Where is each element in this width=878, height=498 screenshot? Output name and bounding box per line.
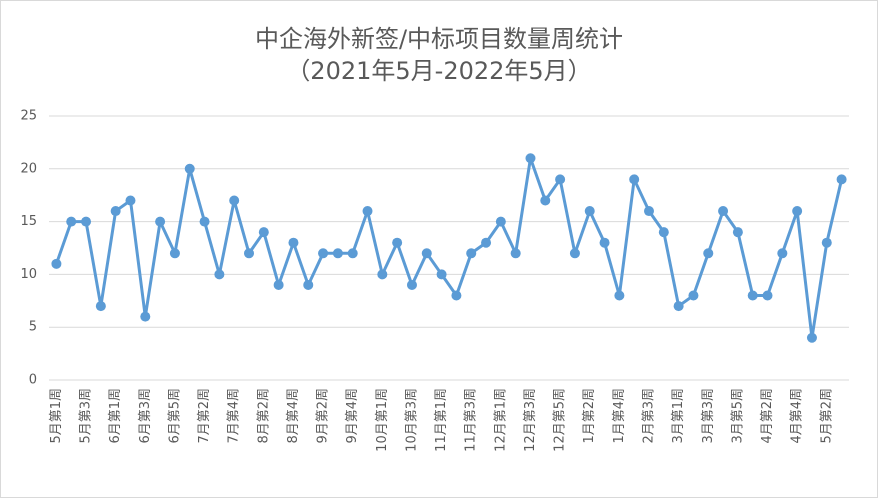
data-point [777, 248, 788, 259]
data-point [436, 269, 447, 280]
data-point [347, 248, 358, 259]
data-point [214, 269, 225, 280]
x-tick-label: 11月第1周 [434, 388, 449, 452]
data-point [688, 290, 699, 301]
data-point [51, 258, 62, 269]
x-tick-label: 10月第3周 [404, 388, 419, 452]
data-point [199, 216, 210, 227]
data-point [599, 237, 610, 248]
y-tick-label: 20 [20, 161, 37, 176]
data-point [332, 248, 343, 259]
x-tick-label: 9月第2周 [316, 388, 331, 444]
data-point [169, 248, 180, 259]
data-point [481, 237, 492, 248]
x-tick-label: 12月第5周 [553, 388, 568, 452]
data-point [155, 216, 166, 227]
x-tick-label: 8月第4周 [286, 388, 301, 444]
data-point [584, 206, 595, 217]
data-point [303, 279, 314, 290]
x-tick-label: 7月第2周 [197, 388, 212, 444]
data-point [703, 248, 714, 259]
x-tick-label: 5月第3周 [79, 388, 94, 444]
data-point [747, 290, 758, 301]
x-tick-label: 6月第3周 [138, 388, 153, 444]
data-point [658, 227, 669, 238]
x-tick-label: 9月第4周 [345, 388, 360, 444]
data-point [673, 301, 684, 312]
data-point [555, 174, 566, 185]
data-point [421, 248, 432, 259]
x-tick-label: 5月第2周 [819, 388, 834, 444]
chart-subtitle: （2021年5月-2022年5月） [286, 57, 591, 85]
y-tick-label: 5 [29, 320, 37, 335]
data-point [140, 311, 151, 322]
data-point [644, 206, 654, 217]
x-tick-label: 12月第3周 [523, 388, 538, 452]
x-tick-label: 1月第4周 [612, 388, 627, 444]
data-point [258, 227, 269, 238]
data-point [510, 248, 521, 259]
y-tick-label: 15 [20, 214, 37, 229]
x-tick-label: 11月第3周 [464, 388, 479, 452]
data-point [184, 163, 195, 174]
x-tick-label: 3月第3周 [701, 388, 716, 444]
y-tick-label: 10 [20, 267, 37, 282]
x-tick-label: 6月第5周 [167, 388, 182, 444]
data-point [288, 237, 299, 248]
x-tick-label: 4月第4周 [790, 388, 805, 444]
chart-title: 中企海外新签/中标项目数量周统计 [255, 25, 623, 53]
data-point [762, 290, 773, 301]
x-tick-label: 5月第1周 [49, 388, 64, 444]
data-point [406, 279, 417, 290]
data-point [451, 290, 462, 301]
data-point [125, 195, 136, 206]
data-point [66, 216, 77, 227]
data-point [95, 301, 106, 312]
x-tick-label: 3月第1周 [671, 388, 686, 444]
data-point [525, 153, 536, 164]
data-point [540, 195, 551, 206]
x-tick-label: 7月第4周 [227, 388, 242, 444]
data-point [377, 269, 388, 280]
x-tick-label: 6月第1周 [108, 388, 123, 444]
data-point [836, 174, 847, 185]
data-point [821, 237, 832, 248]
x-tick-label: 1月第2周 [582, 388, 597, 444]
y-tick-label: 25 [20, 109, 37, 124]
x-tick-label: 10月第1周 [375, 388, 390, 452]
x-tick-label: 2月第3周 [642, 388, 657, 444]
data-point [718, 206, 729, 217]
data-point [318, 248, 329, 259]
data-point [362, 206, 373, 217]
data-point [614, 290, 625, 301]
data-point [273, 279, 284, 290]
data-point [229, 195, 240, 206]
x-tick-label: 8月第2周 [256, 388, 271, 444]
data-point [569, 248, 580, 259]
data-point [392, 237, 403, 248]
data-point [495, 216, 506, 227]
data-point [81, 216, 92, 227]
x-tick-label: 3月第5周 [730, 388, 745, 444]
data-point [732, 227, 743, 238]
data-line [54, 156, 844, 340]
x-tick-label: 4月第2周 [760, 388, 775, 444]
data-point [629, 174, 640, 185]
data-point [792, 206, 803, 217]
data-point [244, 248, 254, 259]
x-tick-label: 12月第1周 [493, 388, 508, 452]
data-point [806, 332, 817, 343]
y-tick-label: 0 [29, 373, 37, 388]
data-point [466, 248, 477, 259]
data-point [110, 206, 121, 217]
